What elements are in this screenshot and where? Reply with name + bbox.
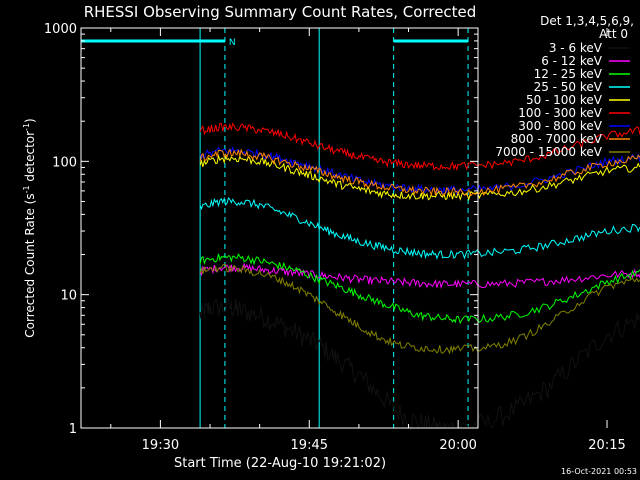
y-label-part-3: ) [23, 118, 37, 123]
series-line [199, 122, 640, 172]
night-marker-label: N [229, 38, 236, 48]
timestamp: 16-Oct-2021 00:53 [561, 467, 637, 476]
y-label-sup-1: -1 [22, 185, 31, 193]
y-label-part-1: Corrected Count Rate (s [23, 193, 37, 337]
series-line [199, 196, 640, 260]
x-tick-label: 20:00 [439, 438, 476, 453]
legend-label: 800 - 7000 keV [511, 132, 603, 146]
y-tick-label: 1000 [44, 22, 77, 37]
series-line [199, 148, 640, 197]
legend-label: 6 - 12 keV [541, 54, 603, 68]
y-tick-label: 100 [52, 155, 77, 170]
series-layer [199, 122, 640, 430]
chart-title: RHESSI Observing Summary Count Rates, Co… [84, 3, 477, 21]
legend-label: 50 - 100 keV [526, 93, 603, 107]
legend-label: 7000 - 15000 keV [495, 145, 602, 159]
x-axis-label: Start Time (22-Aug-10 19:21:02) [174, 456, 386, 471]
series-line [199, 253, 640, 325]
legend-label: 3 - 6 keV [549, 41, 603, 55]
y-label-part-2: detector [23, 131, 37, 186]
legend-label: 12 - 25 keV [534, 67, 603, 81]
series-line [199, 262, 640, 290]
y-axis-label: Corrected Count Rate (s-1 detector-1) [22, 118, 37, 337]
x-tick-label: 20:15 [588, 438, 625, 453]
plot-frame [80, 27, 479, 429]
y-axis: 1 10 100 1000 [44, 22, 478, 437]
series-line [199, 263, 640, 355]
series-line [199, 153, 640, 202]
legend-label: 100 - 300 keV [518, 106, 602, 120]
legend-header-line-1: Det 1,3,4,5,6,9, [540, 14, 634, 28]
legend-label: 25 - 50 keV [534, 80, 603, 94]
y-tick-label: 1 [69, 422, 77, 437]
y-tick-label: 10 [60, 289, 77, 304]
series-line [199, 297, 640, 430]
legend-label: 300 - 800 keV [518, 119, 602, 133]
legend-header-line-2: Att 0 [599, 27, 628, 41]
x-tick-label: 19:45 [291, 438, 328, 453]
y-label-sup-2: -1 [22, 123, 31, 131]
series-line [199, 146, 640, 196]
x-tick-label: 19:30 [142, 438, 179, 453]
